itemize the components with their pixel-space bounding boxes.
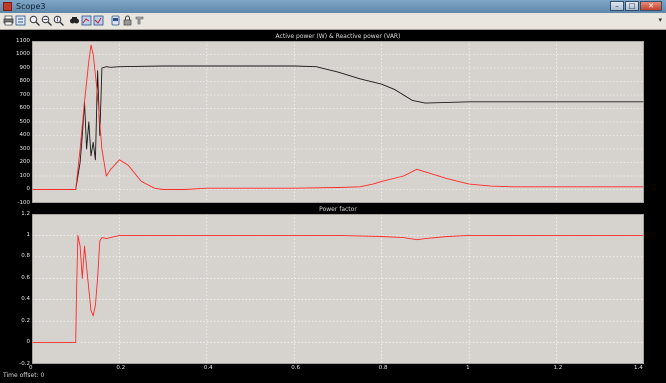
y-tick-label: -0.2 [19,360,30,367]
x-tick-label: 0.8 [378,365,388,371]
x-tick-label: 0.2 [116,365,126,371]
zoom-x-icon[interactable] [41,15,52,26]
y-tick-label: 500 [19,118,31,125]
series-line-1 [32,65,644,190]
x-tick-label: 1.4 [634,365,643,371]
x-tick-label: 0.6 [291,365,301,371]
autoscale-icon[interactable] [69,15,80,26]
y-tick-label: 400 [19,132,31,138]
plot-title-2: Power factor [319,206,357,213]
y-tick-label: 0.4 [21,296,30,303]
signal-selector-icon[interactable] [134,15,145,26]
y-tick-label: 200 [19,159,31,165]
toolbar: ▾ [0,13,666,30]
y-tick-label: 100 [19,172,31,179]
minimize-button[interactable]: – [610,1,624,11]
save-axes-icon[interactable] [81,15,92,26]
y-tick-label: 300 [19,145,31,152]
series-line-2 [32,44,644,190]
y-tick-label: 700 [19,91,31,98]
y-tick-label: 0.6 [21,274,30,281]
time-offset-label: Time offset: 0 [3,372,45,379]
scope-display: Active power (W) & Reactive power (VAR) 1… [0,30,666,371]
plot-axes-1[interactable] [32,41,644,203]
plot-title-1: Active power (W) & Reactive power (VAR) [275,33,401,40]
toolbar-overflow-icon[interactable]: ▾ [658,16,662,24]
x-tick-label: 1 [466,365,470,371]
x-tick-label: 0 [29,365,33,371]
y-tick-label: 0 [26,186,31,192]
plot-background [32,214,644,364]
status-bar: Time offset: 0 [0,371,666,383]
lock-axes-icon[interactable] [122,15,133,26]
y-tick-label: 0 [26,339,31,346]
floating-scope-icon[interactable] [110,15,121,26]
axes-frame [32,214,644,364]
y-tick-label: 800 [19,78,31,84]
zoom-y-icon[interactable] [53,15,64,26]
maximize-button[interactable]: □ [625,1,639,11]
y-tick-label: 0.2 [21,317,30,324]
close-button[interactable]: ✕ [640,1,662,11]
y-tick-label: 600 [19,105,31,111]
y-tick-label: 1.2 [21,210,30,217]
window-title: Scope3 [16,2,46,11]
restore-axes-icon[interactable] [93,15,104,26]
print-icon[interactable] [3,15,14,26]
zoom-in-icon[interactable] [29,15,40,26]
y-tick-label: 900 [19,64,31,71]
y-tick-label: 1100 [16,37,30,44]
matlab-icon [3,2,12,11]
series-line-1 [32,234,644,344]
y-tick-label: 0.8 [21,253,30,260]
x-tick-label: 1.2 [553,365,563,371]
y-tick-label: 1000 [16,51,30,57]
axes-frame [32,41,644,203]
title-bar[interactable]: Scope3 – □ ✕ [0,0,666,13]
y-tick-label: -100 [17,199,30,206]
parameters-icon[interactable] [15,15,26,26]
plot-axes-2[interactable] [32,214,644,364]
y-tick-label: 1 [26,231,31,238]
x-tick-label: 0.4 [203,365,213,371]
